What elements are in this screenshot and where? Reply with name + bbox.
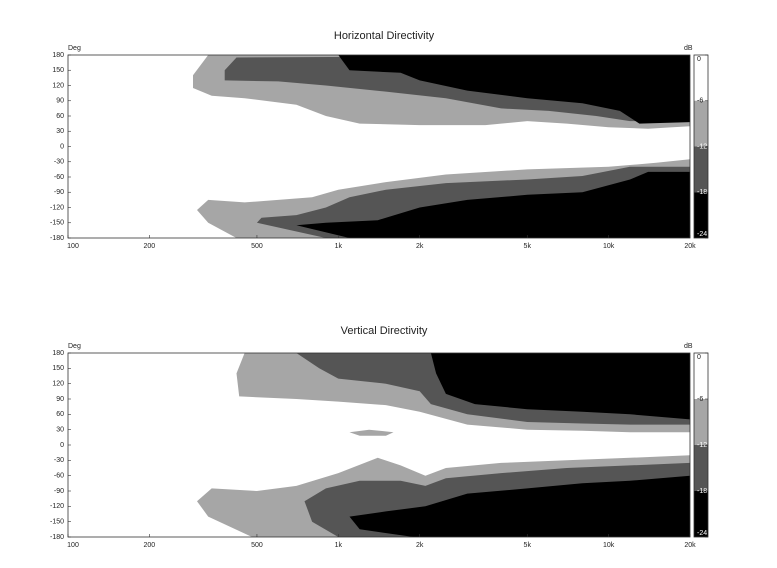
colorbar-tick-label: -18 [697, 189, 707, 196]
colorbar-tick-label: -24 [697, 231, 707, 238]
y-tick-label: -180 [50, 534, 64, 541]
y-tick-label: -120 [50, 503, 64, 510]
y-tick-label: -90 [54, 488, 64, 495]
x-tick-label: 5k [524, 542, 532, 549]
y-tick-label: -30 [54, 457, 64, 464]
x-tick-label: 10k [603, 542, 615, 549]
contour-region [338, 55, 690, 124]
colorbar-tick-label: 0 [697, 56, 701, 63]
x-tick-label: 1k [335, 243, 343, 250]
contour-region [296, 171, 690, 238]
contour-region [430, 353, 690, 420]
contour-region [349, 475, 690, 537]
colorbar-segment [694, 399, 708, 445]
x-tick-label: 20k [684, 243, 696, 250]
x-tick-label: 100 [67, 542, 79, 549]
x-tick-label: 200 [144, 243, 156, 250]
colorbar-segment [694, 192, 708, 238]
x-tick-label: 20k [684, 542, 696, 549]
y-tick-label: -30 [54, 159, 64, 166]
colorbar-tick-label: -18 [697, 488, 707, 495]
y-tick-label: 120 [52, 82, 64, 89]
colorbar-label: dB [684, 343, 693, 350]
chart-title: Vertical Directivity [341, 325, 428, 337]
y-tick-label: 120 [52, 381, 64, 388]
y-tick-label: 0 [60, 442, 64, 449]
x-tick-label: 10k [603, 243, 615, 250]
y-tick-label: 0 [60, 143, 64, 150]
y-tick-label: 30 [56, 128, 64, 135]
colorbar-segment [694, 491, 708, 537]
y-tick-label: 150 [52, 365, 64, 372]
colorbar-tick-label: -12 [697, 143, 707, 150]
y-tick-label: 90 [56, 98, 64, 105]
y-tick-label: -90 [54, 189, 64, 196]
y-tick-label: -120 [50, 204, 64, 211]
colorbar-tick-label: -12 [697, 442, 707, 449]
y-tick-label: 90 [56, 396, 64, 403]
colorbar-tick-label: -24 [697, 530, 707, 537]
x-tick-label: 200 [144, 542, 156, 549]
x-tick-label: 500 [251, 243, 263, 250]
contour-region [349, 429, 394, 436]
x-tick-label: 100 [67, 243, 79, 250]
y-tick-label: -60 [54, 473, 64, 480]
chart-title: Horizontal Directivity [334, 30, 435, 42]
colorbar-segment [694, 146, 708, 193]
colorbar-label: dB [684, 45, 693, 52]
colorbar-tick-label: -6 [697, 98, 703, 105]
y-axis-label: Deg [68, 343, 81, 350]
x-tick-label: 5k [524, 243, 532, 250]
x-tick-label: 1k [335, 542, 343, 549]
y-tick-label: 60 [56, 113, 64, 120]
y-tick-label: -150 [50, 220, 64, 227]
x-tick-label: 500 [251, 542, 263, 549]
y-tick-label: 150 [52, 67, 64, 74]
colorbar-segment [694, 100, 708, 147]
colorbar-segment [694, 353, 708, 399]
colorbar-tick-label: -6 [697, 396, 703, 403]
x-tick-label: 2k [416, 542, 424, 549]
colorbar-tick-label: 0 [697, 354, 701, 361]
y-axis-label: Deg [68, 45, 81, 52]
y-tick-label: 180 [52, 52, 64, 59]
y-tick-label: 30 [56, 427, 64, 434]
colorbar-segment [694, 445, 708, 491]
y-tick-label: 180 [52, 350, 64, 357]
y-tick-label: -180 [50, 235, 64, 242]
x-tick-label: 2k [416, 243, 424, 250]
y-tick-label: 60 [56, 411, 64, 418]
colorbar-segment [694, 55, 708, 101]
y-tick-label: -60 [54, 174, 64, 181]
y-tick-label: -150 [50, 519, 64, 526]
